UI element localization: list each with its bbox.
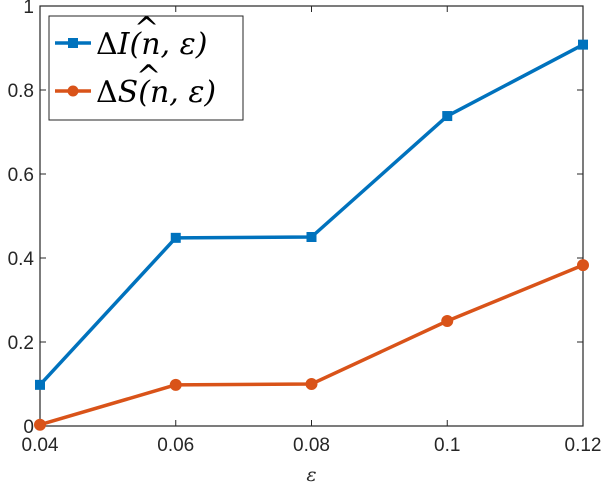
square-marker: [35, 379, 45, 390]
x-tick-label: 0.12: [565, 435, 602, 456]
legend-box: [48, 15, 244, 121]
legend-label: ΔS(n, ε): [96, 75, 216, 110]
y-tick-label: 1: [23, 0, 34, 18]
legend-circle-icon: [67, 85, 79, 97]
legend-item: ΔI(n, ε)^: [55, 11, 207, 62]
circle-marker: [577, 259, 589, 272]
square-marker: [170, 232, 181, 243]
square-marker: [578, 39, 588, 50]
legend: ΔI(n, ε)^ΔS(n, ε)^: [48, 11, 244, 121]
y-tick-label: 0.8: [8, 81, 34, 102]
legend-square-icon: [68, 38, 78, 48]
x-tick-label: 0.04: [22, 435, 59, 456]
legend-label: ΔI(n, ε): [96, 27, 207, 62]
x-tick-label: 0.1: [434, 435, 460, 456]
circle-marker: [169, 378, 182, 391]
legend-item: ΔS(n, ε)^: [55, 59, 216, 110]
hat-accent: ^: [136, 59, 161, 94]
series-square: [35, 39, 588, 390]
series-layer: [34, 39, 589, 431]
circle-marker: [34, 418, 46, 431]
x-tick-label: 0.08: [293, 435, 330, 456]
square-marker: [442, 111, 453, 122]
series-circle: [34, 259, 589, 431]
circle-marker: [441, 315, 454, 327]
x-tick-label: 0.06: [157, 435, 194, 456]
hat-accent: ^: [134, 11, 159, 46]
y-tick-label: 0.4: [8, 249, 35, 270]
circle-marker: [305, 378, 318, 390]
y-tick-label: 0.6: [8, 165, 34, 186]
x-axis-label: ε: [306, 464, 316, 486]
y-tick-label: 0: [23, 417, 34, 438]
square-marker: [306, 232, 317, 242]
y-tick-label: 0.2: [8, 333, 34, 354]
